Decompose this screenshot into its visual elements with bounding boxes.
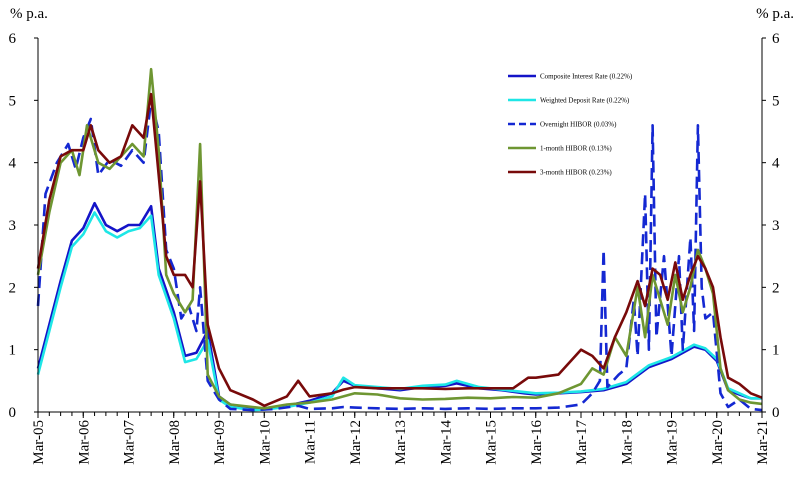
y-tick-label-left-1: 1 [9, 343, 17, 359]
y-axis-unit-right: % p.a. [756, 6, 794, 22]
x-tick-label-Mar-11: Mar-11 [303, 420, 319, 464]
y-axis-unit-left: % p.a. [10, 6, 48, 22]
y-tick-label-right-3: 3 [772, 218, 780, 234]
legend-label-5: 3-month HIBOR (0.23%) [540, 169, 612, 177]
y-tick-label-left-2: 2 [9, 280, 17, 296]
legend-label-3: Overnight HIBOR (0.03%) [540, 121, 617, 129]
x-tick-label-Mar-05: Mar-05 [31, 420, 47, 465]
series-line-2 [36, 211, 762, 412]
y-tick-label-right-2: 2 [772, 280, 780, 296]
series-layer [36, 67, 763, 412]
x-tick-label-Mar-20: Mar-20 [710, 420, 726, 465]
y-tick-label-right-5: 5 [772, 93, 780, 109]
legend: Composite Interest Rate (0.22%) Weighted … [508, 73, 633, 177]
x-tick-label-Mar-07: Mar-07 [122, 420, 138, 465]
legend-label-1: Composite Interest Rate (0.22%) [540, 73, 633, 81]
y-tick-label-right-6: 6 [772, 31, 780, 47]
axes-layer: 0 0 1 1 2 2 3 3 4 4 5 5 6 6 Mar-05 Mar-06 Mar-07 Mar-08 Ma… [9, 31, 781, 465]
y-tick-label-right-0: 0 [772, 405, 780, 421]
series-line-3 [36, 99, 763, 412]
x-tick-label-Mar-18: Mar-18 [619, 420, 635, 465]
x-tick-label-Mar-16: Mar-16 [529, 420, 545, 465]
legend-label-2: Weighted Deposit Rate (0.22%) [540, 97, 630, 105]
x-tick-label-Mar-12: Mar-12 [348, 420, 364, 465]
y-tick-label-left-6: 6 [9, 31, 17, 47]
legend-label-4: 1-month HIBOR (0.13%) [540, 145, 612, 153]
x-tick-label-Mar-19: Mar-19 [665, 420, 681, 465]
x-tick-label-Mar-09: Mar-09 [212, 420, 228, 465]
series-line-4 [36, 67, 763, 410]
y-tick-label-left-0: 0 [9, 405, 17, 421]
x-tick-label-Mar-13: Mar-13 [393, 420, 409, 465]
series-line-1 [36, 201, 762, 411]
x-tick-label-Mar-10: Mar-10 [257, 420, 273, 465]
x-tick-label-Mar-21: Mar-21 [755, 420, 771, 465]
x-tick-label-Mar-15: Mar-15 [484, 420, 500, 465]
y-tick-label-left-3: 3 [9, 218, 17, 234]
y-tick-label-right-1: 1 [772, 343, 780, 359]
y-tick-label-left-5: 5 [9, 93, 17, 109]
x-tick-label-Mar-14: Mar-14 [438, 420, 454, 465]
x-tick-label-Mar-06: Mar-06 [76, 420, 92, 465]
y-tick-label-right-4: 4 [772, 156, 780, 172]
x-tick-label-Mar-08: Mar-08 [167, 420, 183, 465]
x-tick-label-Mar-17: Mar-17 [574, 420, 590, 465]
series-line-5 [36, 92, 763, 408]
y-tick-label-left-4: 4 [9, 156, 17, 172]
